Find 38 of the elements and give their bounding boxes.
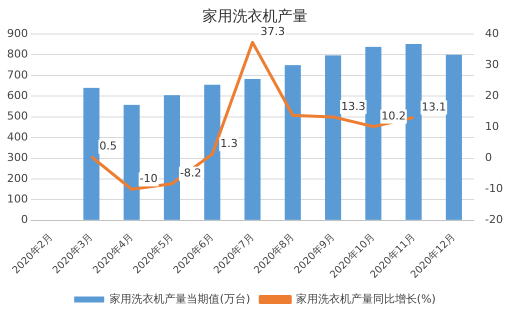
y2-tick-label: 10 [485, 120, 500, 134]
y-tick-label: 300 [6, 151, 28, 164]
data-label: 0.5 [99, 140, 117, 153]
bar [83, 88, 100, 220]
bar [124, 104, 140, 220]
y-tick-label: 600 [6, 88, 28, 102]
y-tick-label: 100 [6, 192, 28, 206]
y-tick-label: 900 [6, 26, 28, 40]
y2-tick-label: -20 [485, 213, 503, 226]
y-tick-label: 0 [20, 213, 28, 226]
y2-tick-label: 0 [485, 151, 492, 164]
bar [365, 46, 382, 220]
bar [164, 95, 180, 220]
y-tick-label: 400 [6, 130, 28, 144]
legend-label: 家用洗衣机产量同比增长(%) [296, 292, 436, 306]
y2-tick-label: 30 [485, 58, 500, 71]
data-label: 37.3 [260, 25, 286, 38]
data-label: 13.3 [341, 100, 366, 113]
bar [406, 44, 422, 220]
bar [244, 78, 261, 220]
data-label: -8.2 [180, 166, 202, 180]
y-tick-label: 800 [6, 48, 28, 61]
bar [446, 54, 462, 220]
y-tick-label: 700 [6, 68, 28, 82]
y2-tick-label: 20 [485, 88, 500, 102]
y-tick-label: 200 [6, 172, 28, 185]
data-label: 10.2 [381, 109, 406, 122]
data-label: 1.3 [220, 137, 238, 150]
bar [325, 55, 342, 220]
chart-title: 家用洗衣机产量 [202, 6, 308, 25]
bar [204, 84, 220, 220]
data-label: -10 [140, 172, 158, 186]
y-tick-label: 500 [6, 110, 28, 123]
bar [284, 65, 301, 220]
data-label: 13.1 [422, 100, 446, 114]
y2-tick-label: 40 [485, 26, 500, 40]
y2-tick-label: -10 [485, 182, 503, 196]
legend-label: 家用洗衣机产量当期值(万台) [110, 292, 250, 306]
